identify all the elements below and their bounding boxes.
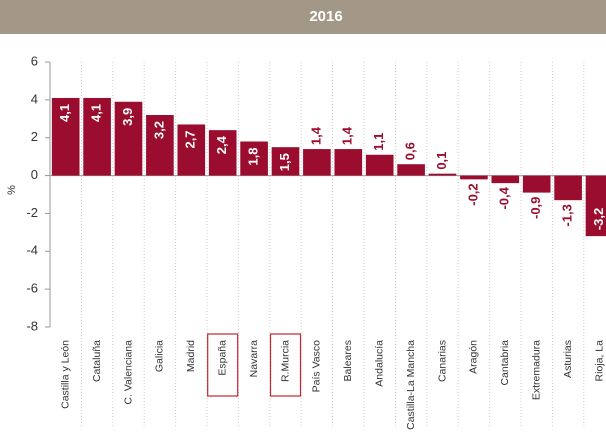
bar [240,141,268,176]
value-label: -0,2 [465,183,480,205]
x-tick-label: País Vasco [311,340,323,392]
x-tick-label: Baleares [342,340,354,381]
header-bar [0,0,606,34]
x-tick-label: Cantabria [499,340,511,386]
x-tick-label: Extremadura [530,340,542,400]
x-tick-label: Navarra [248,340,260,378]
value-label: -0,9 [528,197,543,219]
value-label: 4,1 [57,104,72,122]
y-tick-label: -2 [26,205,38,220]
value-label: 3,2 [151,121,166,139]
value-label: 1,1 [371,133,386,151]
bar [397,164,425,176]
x-tick-label: C. Valenciana [122,340,134,405]
x-tick-label: España [216,340,228,376]
bar [146,115,174,176]
x-tick-label: Castilla-La Mancha [405,340,417,430]
y-tick-label: -6 [26,281,38,296]
bar [334,149,363,176]
value-label: 2,7 [183,130,198,148]
chart-title: 2016 [309,8,342,25]
value-label: 1,4 [340,126,355,145]
x-tick-label: Castilla y León [59,340,71,409]
bar [585,175,606,237]
bar [491,175,520,184]
bar [365,154,394,176]
bar [460,175,488,180]
y-tick-label: 2 [31,129,38,144]
value-label: 4,1 [89,104,104,122]
x-tick-label: R.Murcia [279,340,291,382]
bar [177,124,206,176]
bar [83,97,111,176]
y-tick-label: 6 [31,53,38,68]
x-tick-label: Madrid [185,340,197,372]
y-tick-label: 0 [31,167,38,182]
bar [51,97,80,176]
bar [208,130,237,176]
y-tick-label: -8 [26,318,38,333]
bar [114,101,143,176]
x-tick-label: Galicia [154,340,166,372]
bar [271,147,300,176]
bar [554,175,582,201]
value-label: 0,6 [403,142,418,160]
x-tick-label: Aragón [468,340,480,374]
y-axis-label: % [6,185,18,195]
highlight-box [207,333,239,397]
y-tick-label: -4 [26,243,38,258]
bar [303,149,331,176]
y-tick-label: 4 [31,91,38,106]
bar [428,173,457,176]
value-label: 1,8 [246,148,261,166]
value-label: -1,3 [560,204,575,226]
value-label: 1,5 [277,153,292,171]
highlight-box [269,333,302,397]
x-tick-label: Cataluña [91,340,103,382]
value-label: 3,9 [120,108,135,126]
x-tick-label: Rioja, La [593,340,605,382]
value-label: 1,4 [308,126,323,145]
bar [522,175,551,193]
value-label: 0,1 [434,152,449,170]
x-tick-label: Asturias [562,340,574,378]
x-tick-label: Andalucía [373,340,385,387]
x-tick-label: Canarias [436,340,448,382]
value-label: -0,4 [497,186,512,209]
value-label: 2,4 [214,135,229,154]
value-label: -3,2 [591,208,606,230]
